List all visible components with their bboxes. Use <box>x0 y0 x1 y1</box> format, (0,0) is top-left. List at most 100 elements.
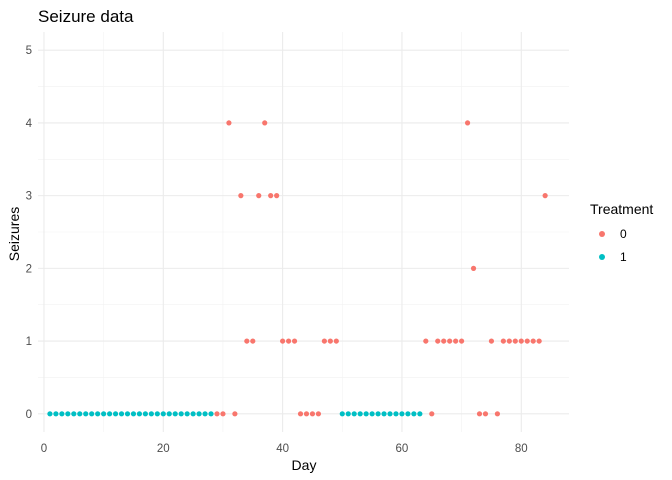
point-treatment-1 <box>160 411 166 417</box>
point-treatment-0 <box>327 338 333 344</box>
point-treatment-1 <box>357 411 363 417</box>
point-treatment-1 <box>196 411 202 417</box>
point-treatment-1 <box>405 411 411 417</box>
point-treatment-1 <box>148 411 154 417</box>
legend-key-0 <box>599 231 605 237</box>
point-treatment-0 <box>441 338 447 344</box>
point-treatment-1 <box>184 411 190 417</box>
y-tick-label: 4 <box>26 118 33 130</box>
point-treatment-1 <box>112 411 119 417</box>
point-treatment-1 <box>154 411 160 417</box>
point-treatment-0 <box>476 411 483 417</box>
point-treatment-0 <box>274 193 280 199</box>
point-treatment-1 <box>351 411 357 417</box>
point-treatment-1 <box>172 411 178 417</box>
point-treatment-0 <box>262 120 268 126</box>
point-treatment-1 <box>142 411 148 417</box>
point-treatment-0 <box>429 411 435 417</box>
point-treatment-0 <box>238 193 244 199</box>
point-treatment-0 <box>488 338 495 344</box>
legend-title: Treatment <box>590 201 653 217</box>
point-treatment-1 <box>89 411 95 417</box>
point-treatment-0 <box>280 338 286 344</box>
point-treatment-0 <box>500 338 506 344</box>
point-treatment-1 <box>136 411 143 417</box>
y-tick-label: 5 <box>26 45 32 57</box>
point-treatment-1 <box>202 411 208 417</box>
point-treatment-1 <box>83 411 89 417</box>
x-tick-label: 80 <box>515 443 528 455</box>
point-treatment-0 <box>530 338 536 344</box>
point-treatment-1 <box>47 411 53 417</box>
point-treatment-1 <box>118 411 125 417</box>
point-treatment-1 <box>130 411 137 417</box>
point-treatment-1 <box>95 411 101 417</box>
point-treatment-0 <box>268 193 274 199</box>
point-treatment-0 <box>256 193 262 199</box>
point-treatment-1 <box>77 411 83 417</box>
point-treatment-0 <box>470 265 477 271</box>
point-treatment-0 <box>447 338 453 344</box>
point-treatment-1 <box>178 411 184 417</box>
point-treatment-1 <box>381 411 387 417</box>
x-tick-label: 20 <box>157 443 170 455</box>
point-treatment-1 <box>363 411 369 417</box>
point-treatment-0 <box>536 338 542 344</box>
point-treatment-0 <box>423 338 429 344</box>
point-treatment-1 <box>369 411 375 417</box>
x-axis-title: Day <box>292 457 317 473</box>
point-treatment-0 <box>512 338 518 344</box>
grid-lines <box>38 32 569 432</box>
point-treatment-0 <box>220 411 226 417</box>
legend-label-0: 0 <box>620 227 627 241</box>
point-treatment-1 <box>339 411 345 417</box>
x-tick-label: 60 <box>396 443 409 455</box>
y-tick-label: 1 <box>26 336 32 348</box>
point-treatment-1 <box>375 411 381 417</box>
point-treatment-1 <box>208 411 214 417</box>
data-points <box>47 120 548 417</box>
y-axis-title: Seizures <box>6 207 22 261</box>
x-tick-label: 0 <box>41 443 47 455</box>
point-treatment-0 <box>321 338 327 344</box>
point-treatment-1 <box>387 411 393 417</box>
point-treatment-1 <box>399 411 405 417</box>
point-treatment-0 <box>542 193 548 199</box>
point-treatment-0 <box>459 338 465 344</box>
point-treatment-0 <box>226 120 232 126</box>
point-treatment-0 <box>232 411 238 417</box>
legend: Treatment 0 1 <box>590 201 653 264</box>
point-treatment-1 <box>59 411 65 417</box>
point-treatment-0 <box>315 411 322 417</box>
point-treatment-0 <box>309 411 316 417</box>
point-treatment-1 <box>65 411 71 417</box>
point-treatment-1 <box>166 411 172 417</box>
point-treatment-0 <box>482 411 489 417</box>
point-treatment-0 <box>333 338 339 344</box>
y-tick-label: 0 <box>26 409 32 421</box>
point-treatment-0 <box>303 411 310 417</box>
point-treatment-0 <box>435 338 441 344</box>
point-treatment-0 <box>506 338 512 344</box>
point-treatment-1 <box>417 411 423 417</box>
point-treatment-0 <box>291 338 298 344</box>
point-treatment-1 <box>71 411 77 417</box>
point-treatment-0 <box>518 338 524 344</box>
x-tick-label: 40 <box>276 443 289 455</box>
axis-ticks: 0 20 40 60 80 0 1 2 3 4 5 <box>26 45 528 455</box>
point-treatment-1 <box>101 411 107 417</box>
point-treatment-0 <box>244 338 250 344</box>
point-treatment-1 <box>190 411 196 417</box>
point-treatment-1 <box>53 411 59 417</box>
chart-title: Seizure data <box>38 7 134 26</box>
point-treatment-0 <box>214 411 220 417</box>
y-tick-label: 2 <box>26 263 32 275</box>
point-treatment-0 <box>453 338 459 344</box>
point-treatment-1 <box>411 411 417 417</box>
y-tick-label: 3 <box>26 191 32 203</box>
point-treatment-0 <box>494 411 501 417</box>
point-treatment-0 <box>524 338 530 344</box>
point-treatment-0 <box>285 338 292 344</box>
legend-label-1: 1 <box>620 250 627 264</box>
